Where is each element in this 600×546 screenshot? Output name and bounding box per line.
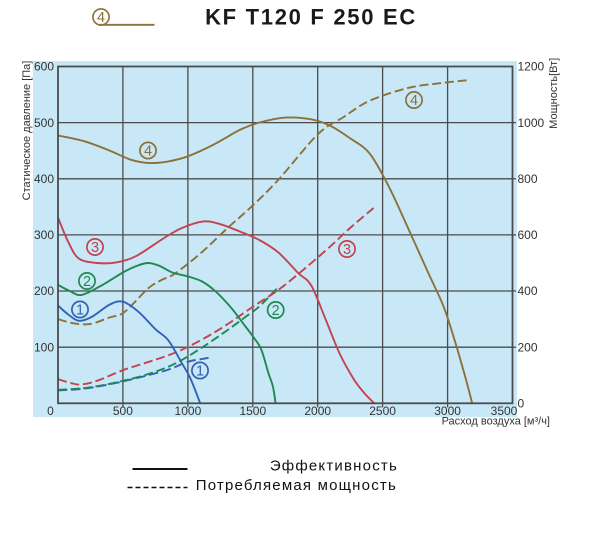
svg-text:400: 400: [518, 284, 538, 298]
svg-text:KF T120 F 250 EC: KF T120 F 250 EC: [205, 5, 417, 30]
svg-text:4: 4: [144, 144, 152, 160]
svg-text:1000: 1000: [175, 404, 202, 418]
svg-text:600: 600: [34, 60, 54, 74]
svg-text:Статическое давление [Па]: Статическое давление [Па]: [21, 61, 33, 201]
svg-text:500: 500: [113, 404, 133, 418]
svg-text:4: 4: [97, 10, 105, 26]
svg-text:2500: 2500: [369, 404, 396, 418]
svg-text:1500: 1500: [239, 404, 266, 418]
svg-text:600: 600: [518, 228, 538, 242]
svg-text:400: 400: [34, 172, 54, 186]
svg-text:1200: 1200: [518, 60, 545, 74]
svg-text:2: 2: [272, 303, 280, 319]
svg-text:Потребляемая мощность: Потребляемая мощность: [196, 477, 397, 494]
svg-text:800: 800: [518, 172, 538, 186]
svg-text:Мощность[Вт]: Мощность[Вт]: [548, 58, 560, 129]
svg-text:3: 3: [91, 240, 99, 256]
svg-text:0: 0: [518, 397, 525, 411]
svg-text:4: 4: [410, 93, 418, 109]
svg-text:200: 200: [518, 340, 538, 354]
svg-text:3500: 3500: [491, 404, 518, 418]
svg-text:Расход воздуха [м³/ч]: Расход воздуха [м³/ч]: [442, 416, 550, 428]
svg-text:2: 2: [83, 274, 91, 290]
svg-text:3000: 3000: [434, 404, 461, 418]
svg-text:300: 300: [34, 228, 54, 242]
svg-text:0: 0: [47, 404, 54, 418]
svg-text:1: 1: [196, 364, 204, 380]
svg-text:1: 1: [76, 303, 84, 319]
svg-text:2000: 2000: [304, 404, 331, 418]
svg-text:200: 200: [34, 284, 54, 298]
svg-text:1000: 1000: [518, 116, 545, 130]
svg-text:Эффективность: Эффективность: [270, 458, 398, 475]
svg-text:500: 500: [34, 116, 54, 130]
svg-text:100: 100: [34, 340, 54, 354]
svg-text:3: 3: [343, 242, 351, 258]
